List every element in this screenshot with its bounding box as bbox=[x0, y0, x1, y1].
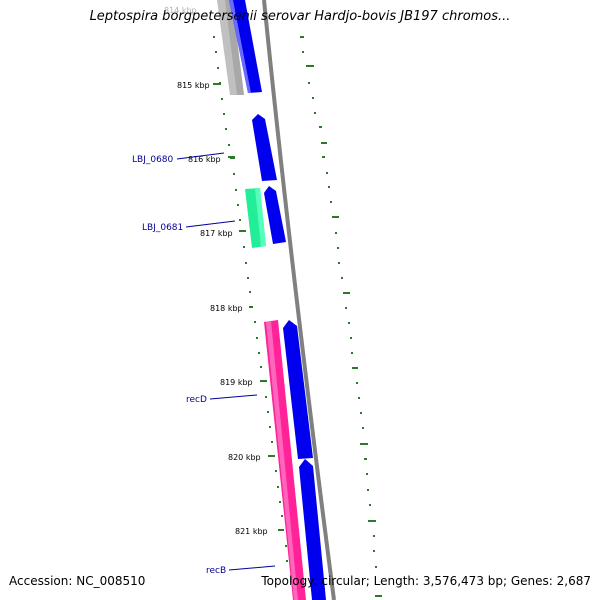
map-title: Leptospira borgpetersenii serovar Hardjo… bbox=[89, 9, 511, 24]
gene-label: LBJ_0680 bbox=[132, 155, 174, 165]
kbp-tick-label: 815 kbp bbox=[177, 81, 210, 90]
kbp-tick-label: 818 kbp bbox=[210, 304, 243, 313]
chromosome-backbone bbox=[262, 0, 336, 600]
kbp-tick-label: 814 kbp bbox=[164, 6, 197, 15]
kbp-tick-marks bbox=[213, 83, 284, 531]
kbp-tick-label: 817 kbp bbox=[200, 229, 233, 238]
gene-label: recB bbox=[206, 566, 226, 576]
kbp-tick-label: 820 kbp bbox=[228, 453, 261, 462]
gene-label-leaders bbox=[176, 152, 276, 571]
gene-label: LBJ_0681 bbox=[142, 223, 183, 233]
gene-feature-blue bbox=[283, 320, 313, 459]
accession-text: Accession: NC_008510 bbox=[9, 574, 146, 588]
kbp-tick-label: 816 kbp bbox=[188, 155, 221, 164]
gene-feature-grey-shade bbox=[225, 0, 244, 95]
gene-features bbox=[217, 0, 326, 600]
kbp-tick-labels: 814 kbp 815 kbp 816 kbp 817 kbp 818 kbp … bbox=[164, 6, 268, 536]
gene-feature-blue bbox=[264, 186, 286, 244]
gene-feature-blue bbox=[252, 114, 277, 181]
gene-feature-blue bbox=[299, 459, 326, 600]
kbp-tick-label: 819 kbp bbox=[220, 378, 253, 387]
gene-feature-pink-shade bbox=[266, 321, 298, 600]
gene-feature-blue-edge bbox=[229, 0, 251, 93]
gene-label: recD bbox=[186, 395, 207, 405]
kbp-tick-label: 821 kbp bbox=[235, 527, 268, 536]
gene-labels: LBJ_0680 LBJ_0681 recD recB bbox=[132, 155, 226, 576]
genome-summary-text: Topology: circular; Length: 3,576,473 bp… bbox=[261, 574, 591, 588]
gene-feature-green-shade bbox=[255, 188, 266, 247]
